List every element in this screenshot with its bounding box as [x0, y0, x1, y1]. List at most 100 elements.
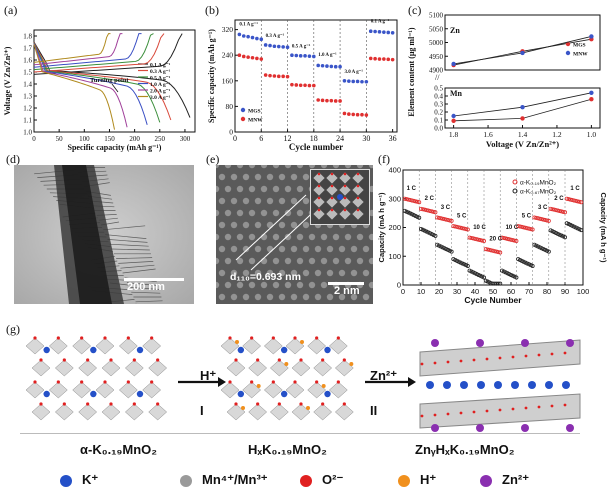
data-point-f [422, 207, 427, 212]
h-ion [235, 340, 239, 344]
mno6-octahedron [313, 403, 333, 421]
rate-label-f: 20 C [489, 236, 502, 242]
lattice-spot [296, 209, 304, 217]
k-ion [43, 346, 50, 354]
mno6-octahedron [142, 337, 162, 355]
lattice-spot [344, 257, 352, 265]
data-point-c-mn [451, 113, 456, 119]
data-point-f [417, 215, 422, 220]
mno6-octahedron [248, 359, 268, 377]
data-point-b [303, 83, 307, 88]
data-point-f [553, 208, 558, 213]
data-point-f [433, 210, 438, 215]
k-ion [136, 346, 144, 354]
lattice-spot [278, 221, 286, 229]
data-point-b [338, 99, 342, 103]
data-point-f [548, 206, 553, 211]
k-ion [324, 346, 331, 354]
x-tick-label-a: 300 [180, 135, 191, 143]
oxygen-atom [498, 356, 502, 360]
legend-dot-zn [480, 475, 492, 487]
oxygen-atom [315, 336, 319, 340]
y-axis-title-a: Voltage (V Zn/Zn²⁺) [3, 46, 12, 115]
data-point-f [419, 206, 424, 211]
mno6-octahedron [54, 359, 74, 377]
nanorod-graphic [14, 165, 194, 304]
lattice-spot [254, 293, 262, 301]
data-point-f [530, 264, 535, 269]
data-point-b [342, 111, 347, 116]
x-axis-title-f: Cycle Number [464, 295, 522, 305]
lattice-spot [242, 173, 250, 181]
y-tick-label-b: 240 [222, 51, 234, 60]
oxygen-atom [56, 336, 60, 340]
lattice-spot [284, 165, 292, 169]
scale-label-e: 2 nm [334, 285, 360, 297]
lattice-spot [296, 185, 304, 193]
lattice-spot [344, 165, 352, 169]
panel-label-c: (c) [408, 3, 422, 17]
lattice-spot [254, 221, 262, 229]
legend-dot-mn [180, 475, 192, 487]
legend-label-c: MGS [573, 43, 586, 49]
lattice-spot [368, 165, 373, 169]
k-ion [280, 390, 288, 398]
data-point-b [263, 43, 268, 47]
lattice-spot [350, 269, 358, 277]
oxygen-atom [550, 404, 554, 408]
legend-dot-k [60, 475, 72, 487]
oxygen-atom [563, 403, 567, 407]
data-point-f [420, 207, 425, 212]
lattice-spot [242, 197, 250, 205]
legend-label-a: 0.5 A g⁻¹ [150, 76, 171, 82]
chart-f-cycling: 0 10 20 30 40 50 60 70 80 90 100 0 100 200 300 400 Cycle… [377, 166, 608, 306]
y-tick-label-a: 1.7 [23, 45, 32, 53]
lattice-spot [272, 185, 280, 193]
data-point-f [483, 247, 488, 252]
data-point-c-zn [451, 61, 456, 67]
legend-label-f: α-K₀.₆₇MnO₂ [520, 189, 557, 196]
data-point-b [312, 83, 316, 88]
mno6-octahedron [226, 359, 246, 377]
data-point-f [508, 237, 513, 242]
data-point-b [351, 79, 356, 84]
data-point-b [382, 30, 386, 34]
nanowire [111, 248, 150, 251]
legend-label-f: α-K₀.₁₉MnO₂ [520, 180, 557, 187]
data-point-b [312, 54, 316, 59]
lattice-spot [284, 233, 292, 241]
lattice-spot [284, 281, 292, 289]
data-point-b [298, 83, 303, 88]
lattice-spot [224, 281, 232, 289]
lattice-spot [236, 209, 244, 217]
k-ion-interlayer [460, 381, 468, 389]
lattice-spot [242, 293, 250, 301]
chart-a-voltage-profiles: 0 50 100 150 200 250 300 1.0 1.1 1.2 1.3 1.4 1.5 1.6 1… [3, 29, 196, 152]
oxygen-atom [336, 336, 340, 340]
oxygen-atom [299, 402, 303, 406]
inset-oxygen [343, 196, 347, 200]
element-label-mn: Mn [450, 89, 463, 98]
legend-marker-f [512, 179, 518, 185]
oxygen-atom [228, 380, 232, 384]
oxygen-atom [109, 402, 113, 406]
data-point-f [408, 198, 413, 203]
nanowire [135, 300, 163, 303]
x-tick-label-c: 1.4 [518, 130, 528, 139]
lattice-spot [230, 245, 238, 253]
lattice-spot [230, 197, 238, 205]
oxygen-atom [56, 380, 60, 384]
k-ion [237, 346, 245, 354]
nanowire [116, 257, 153, 259]
lattice-spot [278, 245, 286, 253]
data-point-b [382, 57, 386, 61]
data-point-f [406, 197, 411, 202]
legend-label-zn: Zn²⁺ [502, 472, 530, 487]
data-point-f [575, 199, 580, 204]
rate-label-f: 1 C [570, 186, 580, 192]
x-axis-title-b: Cycle number [289, 142, 343, 152]
inset-oxygen [356, 208, 360, 212]
data-point-f [429, 209, 434, 214]
lattice-spot [338, 293, 346, 301]
x-tick-label-f: 70 [525, 287, 533, 296]
